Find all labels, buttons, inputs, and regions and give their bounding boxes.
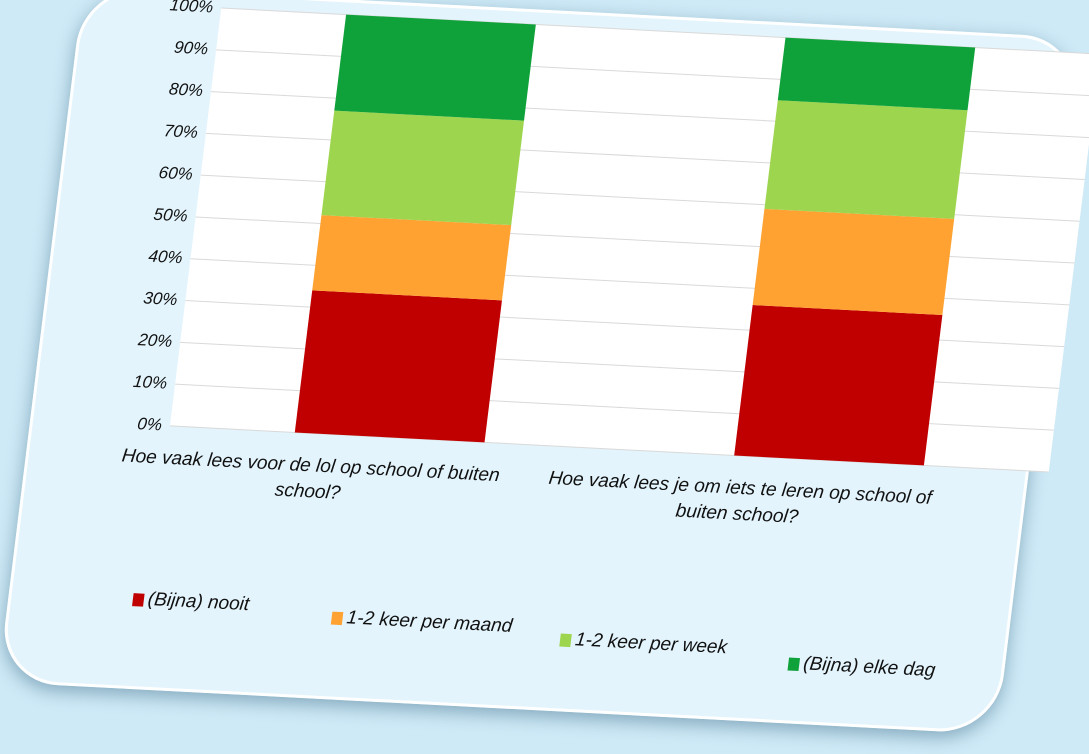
bar-segment — [321, 110, 525, 226]
legend-label: (Bijna) elke dag — [802, 653, 937, 682]
legend-swatch — [330, 611, 344, 625]
legend-label: 1-2 keer per maand — [345, 607, 514, 637]
y-tick-label: 100% — [168, 0, 215, 17]
legend-swatch — [787, 657, 801, 671]
bar-segment — [334, 14, 536, 121]
bar-segment — [764, 100, 968, 219]
y-tick-label: 60% — [157, 163, 194, 184]
y-tick-label: 50% — [152, 204, 189, 226]
y-tick-label: 40% — [147, 246, 184, 268]
legend-swatch — [132, 592, 145, 607]
plot-area: 0% 10% 20% 30% 40% 50% 60% 70% 80% 90% 100% Hoe va… — [121, 0, 1089, 528]
y-tick-label: 0% — [136, 414, 164, 435]
legend-item: 1-2 keer per maand — [330, 607, 514, 638]
y-tick-label: 70% — [162, 121, 200, 142]
y-tick-label: 30% — [142, 288, 179, 310]
y-tick-label: 80% — [167, 79, 205, 101]
y-tick-label: 90% — [173, 37, 210, 59]
legend-item: 1-2 keer per week — [559, 629, 729, 660]
legend-item: (Bijna) nooit — [132, 588, 251, 616]
bar-segment — [777, 37, 976, 111]
legend-label: (Bijna) nooit — [146, 588, 251, 616]
bar-segment — [312, 215, 512, 301]
gridline — [221, 7, 1089, 55]
y-tick-label: 20% — [137, 330, 174, 351]
y-tick-label: 10% — [132, 371, 169, 393]
legend-label: 1-2 keer per week — [573, 629, 729, 659]
legend-swatch — [559, 633, 572, 647]
bar-segment — [734, 305, 943, 466]
plot-svg — [169, 7, 1089, 473]
bar-segment — [752, 208, 955, 315]
legend-item: (Bijna) elke dag — [787, 653, 937, 683]
bar-segment — [294, 290, 502, 443]
